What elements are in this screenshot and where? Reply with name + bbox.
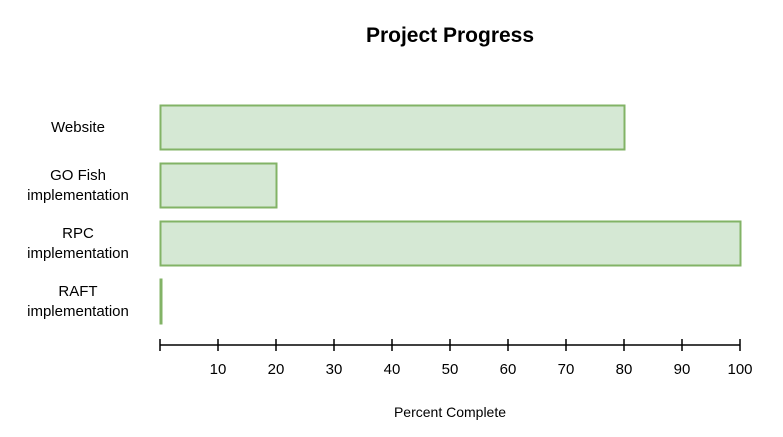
x-tick-label-30: 30	[326, 361, 343, 378]
category-labels: Website GO Fish implementation RPC implement…	[27, 119, 129, 320]
chart-title: Project Progress	[366, 24, 534, 47]
x-axis: 10 20 30 40 50 60 70 80 90 100	[159, 339, 753, 378]
category-label-2: RPC implementation	[27, 225, 129, 262]
x-tick-label-10: 10	[210, 361, 227, 378]
bars-layer	[159, 104, 742, 325]
x-tick-label-100: 100	[727, 361, 752, 378]
category-label-3: RAFT implementation	[27, 283, 129, 320]
bar-2	[159, 220, 742, 267]
x-tick-label-60: 60	[500, 361, 517, 378]
category-label-1: GO Fish implementation	[27, 167, 129, 204]
x-tick-label-80: 80	[616, 361, 633, 378]
x-tick-label-20: 20	[268, 361, 285, 378]
bar-1	[159, 162, 278, 209]
category-label-0: Website	[51, 119, 105, 136]
x-tick-label-70: 70	[558, 361, 575, 378]
x-tick-label-40: 40	[384, 361, 401, 378]
x-tick-label-50: 50	[442, 361, 459, 378]
x-tick-label-90: 90	[674, 361, 691, 378]
bar-0	[159, 104, 626, 151]
x-axis-label: Percent Complete	[394, 404, 506, 420]
bar-3	[159, 278, 163, 325]
